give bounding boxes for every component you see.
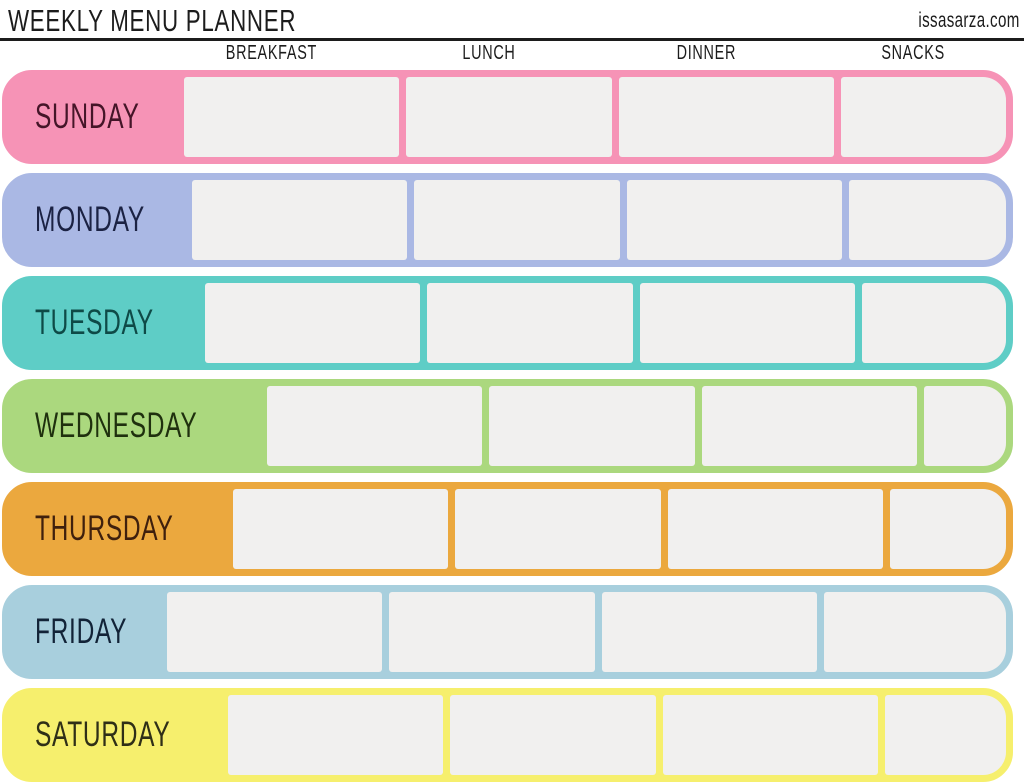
- meal-cells-thursday: [232, 489, 1006, 569]
- day-label-saturday: Saturday: [35, 715, 171, 754]
- day-label-monday: Monday: [35, 200, 145, 239]
- page-title: Weekly Menu Planner: [8, 3, 297, 38]
- cell-sunday-dinner[interactable]: [619, 77, 835, 157]
- page-header: Weekly Menu Planner issasarza.com Breakf…: [0, 0, 1024, 70]
- cell-monday-lunch[interactable]: [414, 180, 621, 260]
- cell-thursday-breakfast[interactable]: [232, 489, 448, 569]
- meal-cells-wednesday: [267, 386, 1006, 466]
- cell-friday-breakfast[interactable]: [166, 592, 382, 672]
- day-row-monday: Monday: [2, 173, 1013, 267]
- meal-cells-monday: [192, 180, 1006, 260]
- meal-cells-tuesday: [204, 283, 1006, 363]
- cell-wednesday-dinner[interactable]: [702, 386, 917, 466]
- cell-tuesday-lunch[interactable]: [426, 283, 633, 363]
- cell-tuesday-snacks[interactable]: [861, 283, 1006, 363]
- cell-monday-dinner[interactable]: [627, 180, 843, 260]
- day-label-tuesday: Tuesday: [35, 303, 154, 342]
- title-divider: [0, 38, 1024, 41]
- day-row-saturday: Saturday: [2, 688, 1013, 782]
- cell-tuesday-dinner[interactable]: [639, 283, 855, 363]
- day-row-friday: Friday: [2, 585, 1013, 679]
- cell-saturday-snacks[interactable]: [885, 695, 1006, 775]
- day-row-tuesday: Tuesday: [2, 276, 1013, 370]
- day-label-friday: Friday: [35, 612, 128, 651]
- column-header-lunch: Lunch: [462, 42, 516, 64]
- meal-cells-saturday: [228, 695, 1006, 775]
- cell-sunday-snacks[interactable]: [841, 77, 1006, 157]
- planner-grid: Sunday Monday Tuesday Wednesday: [0, 70, 1024, 782]
- cell-wednesday-lunch[interactable]: [489, 386, 695, 466]
- cell-saturday-lunch[interactable]: [450, 695, 657, 775]
- cell-wednesday-breakfast[interactable]: [267, 386, 482, 466]
- meal-cells-sunday: [184, 77, 1006, 157]
- cell-thursday-dinner[interactable]: [667, 489, 883, 569]
- day-row-thursday: Thursday: [2, 482, 1013, 576]
- cell-sunday-breakfast[interactable]: [184, 77, 400, 157]
- cell-friday-snacks[interactable]: [823, 592, 1006, 672]
- cell-monday-breakfast[interactable]: [192, 180, 408, 260]
- cell-thursday-snacks[interactable]: [889, 489, 1006, 569]
- site-url-text: issasarza.com: [918, 9, 1020, 32]
- cell-monday-snacks[interactable]: [849, 180, 1006, 260]
- day-label-wednesday: Wednesday: [35, 406, 198, 445]
- column-header-snacks: Snacks: [881, 42, 946, 64]
- cell-friday-lunch[interactable]: [388, 592, 595, 672]
- cell-saturday-dinner[interactable]: [663, 695, 879, 775]
- meal-cells-friday: [166, 592, 1006, 672]
- cell-thursday-lunch[interactable]: [454, 489, 661, 569]
- cell-wednesday-snacks[interactable]: [924, 386, 1006, 466]
- cell-sunday-lunch[interactable]: [406, 77, 613, 157]
- day-label-sunday: Sunday: [35, 97, 140, 136]
- day-label-thursday: Thursday: [35, 509, 174, 548]
- column-headers: Breakfast Lunch Dinner Snacks: [164, 42, 1006, 65]
- cell-friday-dinner[interactable]: [601, 592, 817, 672]
- column-header-breakfast: Breakfast: [225, 42, 318, 64]
- cell-tuesday-breakfast[interactable]: [204, 283, 420, 363]
- column-header-dinner: Dinner: [676, 42, 737, 64]
- cell-saturday-breakfast[interactable]: [228, 695, 444, 775]
- day-row-wednesday: Wednesday: [2, 379, 1013, 473]
- day-row-sunday: Sunday: [2, 70, 1013, 164]
